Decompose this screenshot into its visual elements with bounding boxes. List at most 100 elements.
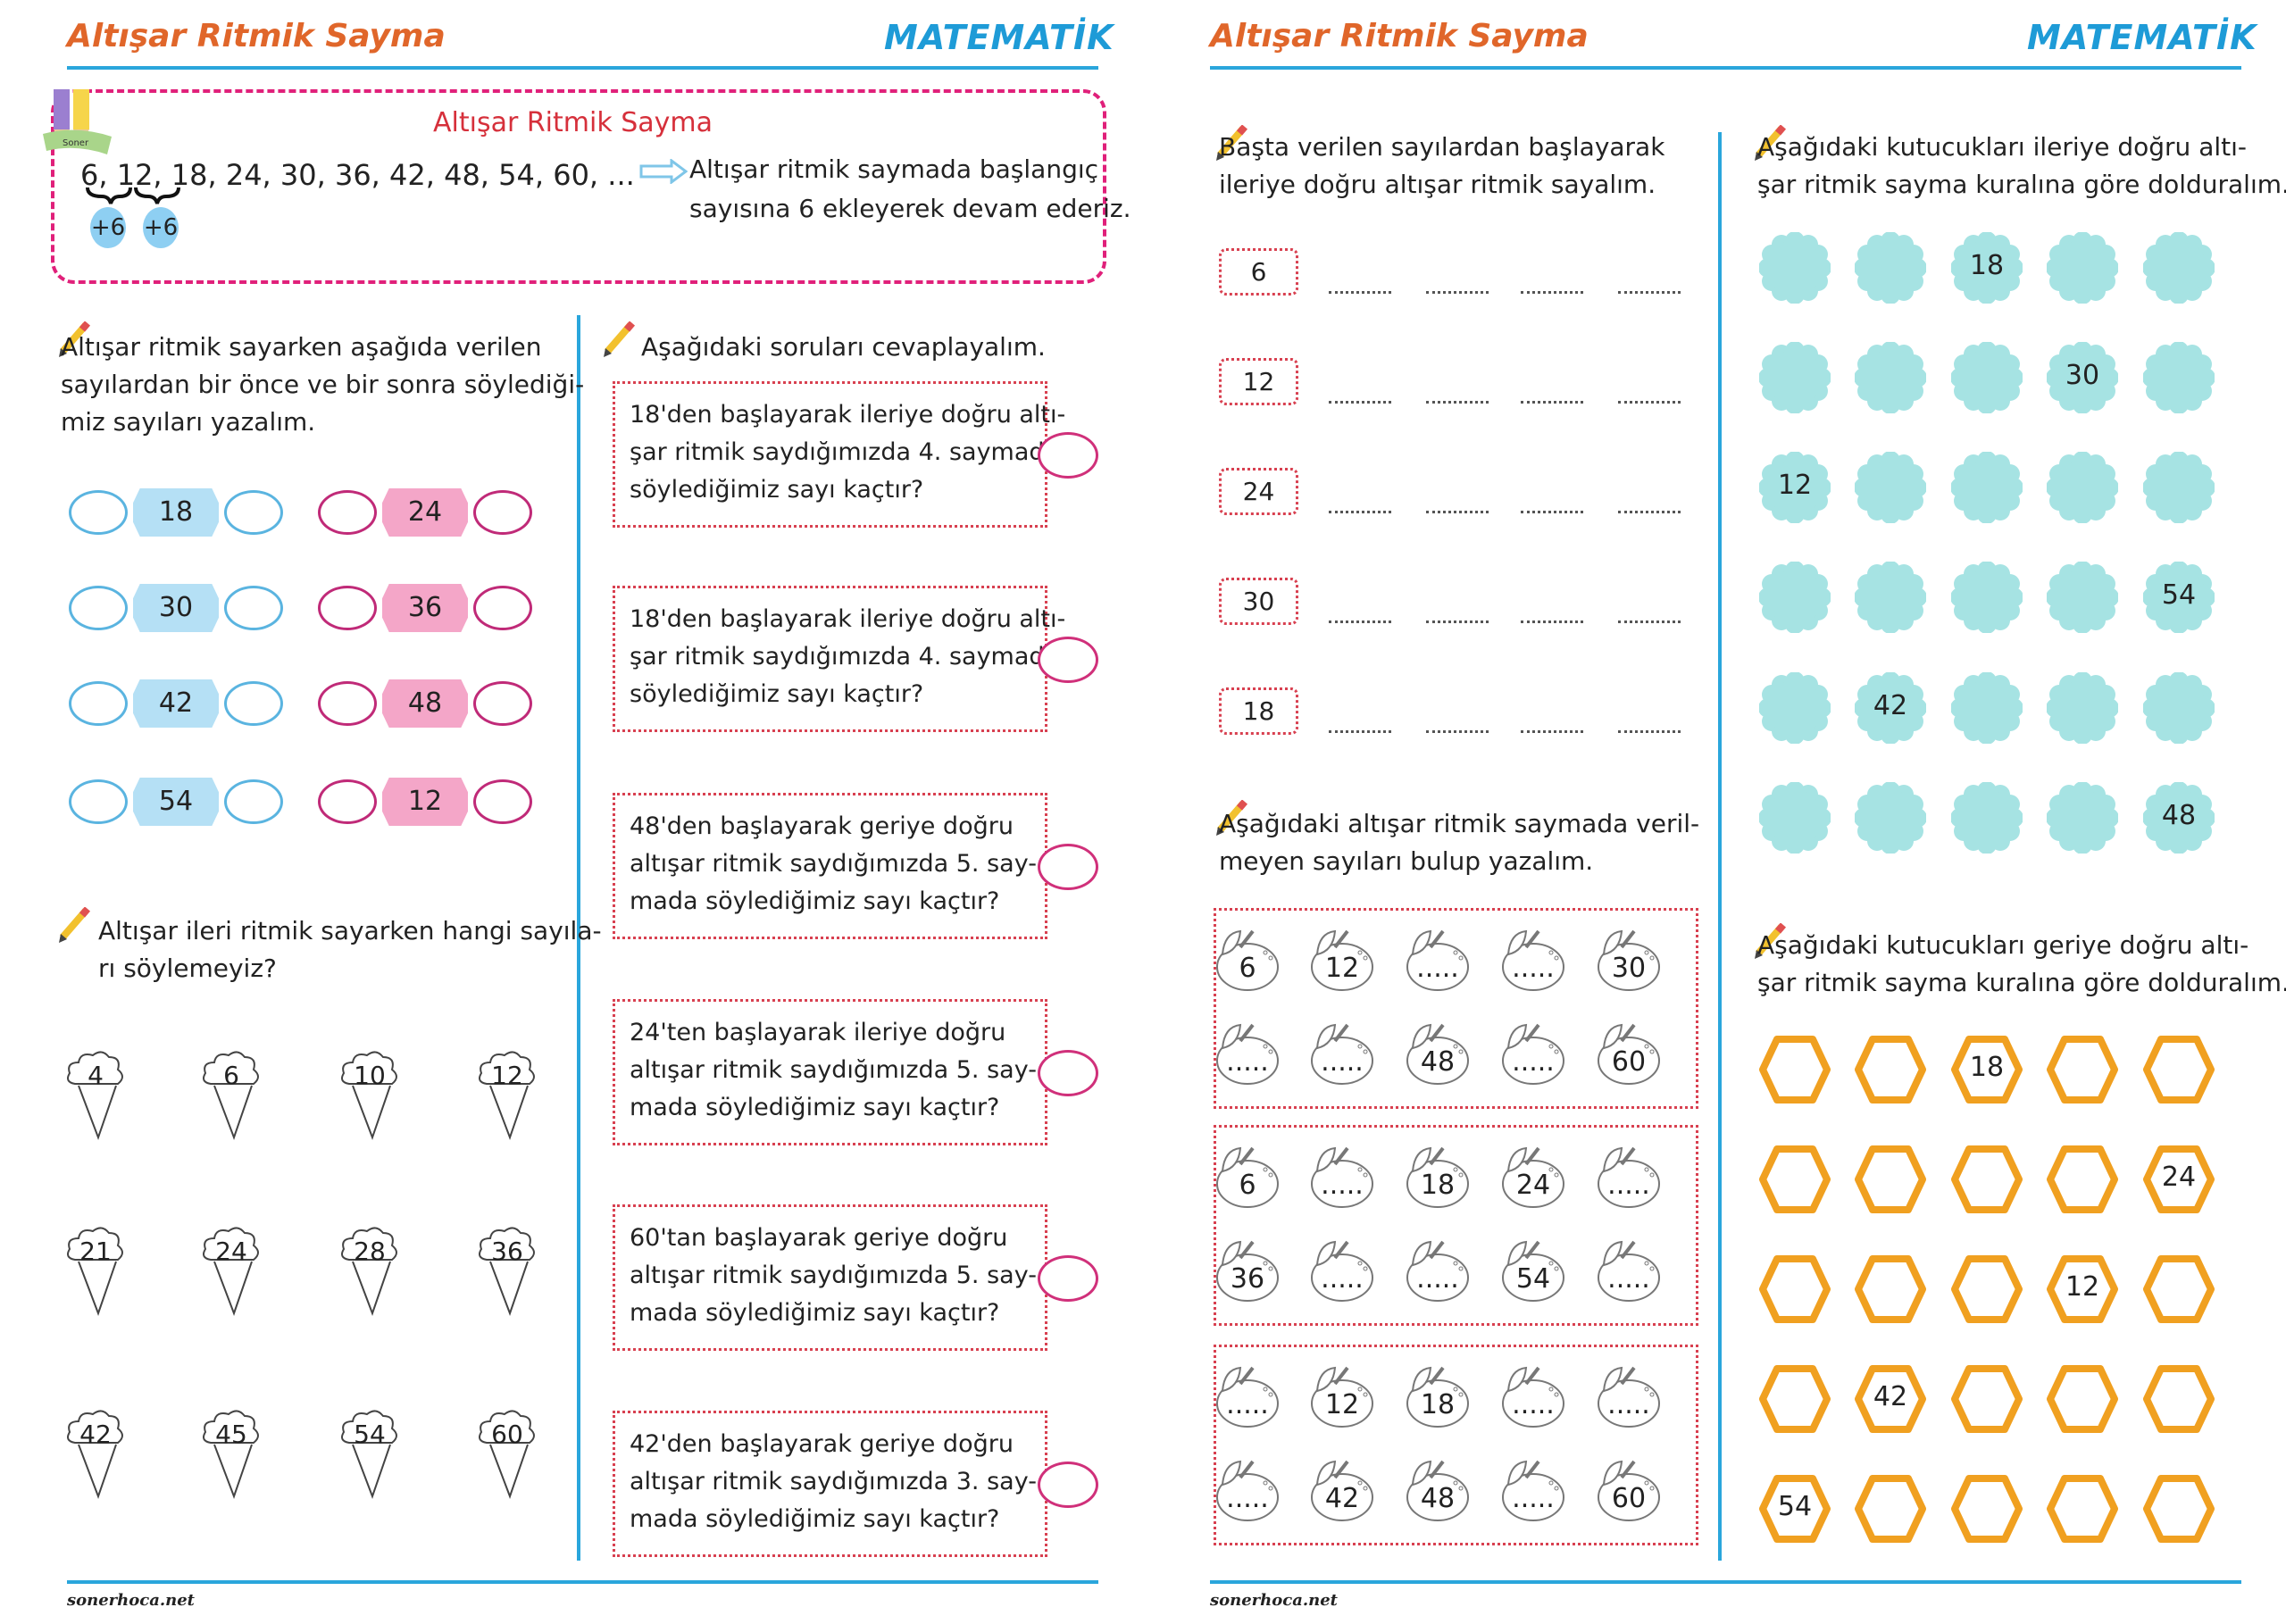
answer-oval[interactable]	[1038, 1462, 1098, 1508]
hexagon-box[interactable]	[1759, 1363, 1831, 1435]
answer-blank[interactable]	[1521, 291, 1583, 294]
blob-box[interactable]	[1951, 782, 2023, 854]
hexagon-box[interactable]	[2143, 1473, 2215, 1545]
hexagon-box[interactable]	[1759, 1144, 1831, 1215]
blob-box[interactable]	[2047, 452, 2118, 523]
blob-box[interactable]: 48	[2143, 782, 2215, 854]
hexagon-box[interactable]	[2047, 1034, 2118, 1105]
answer-oval-after[interactable]	[224, 681, 283, 726]
answer-blank[interactable]	[1329, 401, 1391, 404]
hexagon-box[interactable]: 12	[2047, 1253, 2118, 1325]
answer-oval-after[interactable]	[473, 681, 532, 726]
hexagon-box[interactable]	[2143, 1253, 2215, 1325]
question-line: altışar ritmik saydığımızda 5. say-	[630, 850, 1037, 878]
answer-oval-before[interactable]	[318, 779, 377, 824]
blob-box[interactable]	[2143, 342, 2215, 413]
hexagon-shape-icon	[1855, 1144, 1926, 1215]
hexagon-box[interactable]	[1951, 1473, 2023, 1545]
answer-oval-before[interactable]	[69, 779, 128, 824]
answer-blank[interactable]	[1618, 511, 1681, 513]
hexagon-box[interactable]	[1759, 1034, 1831, 1105]
answer-oval-after[interactable]	[224, 490, 283, 535]
answer-oval-before[interactable]	[69, 681, 128, 726]
blob-box[interactable]: 42	[1855, 672, 1926, 744]
answer-blank[interactable]	[1426, 291, 1489, 294]
answer-blank[interactable]	[1426, 511, 1489, 513]
hexagon-box[interactable]	[1951, 1144, 2023, 1215]
answer-oval[interactable]	[1038, 844, 1098, 890]
blob-box[interactable]	[2047, 562, 2118, 633]
blob-box[interactable]	[1855, 562, 1926, 633]
answer-blank[interactable]	[1521, 401, 1583, 404]
hexagon-box[interactable]: 18	[1951, 1034, 2023, 1105]
answer-oval-after[interactable]	[473, 490, 532, 535]
blob-box[interactable]	[2047, 782, 2118, 854]
hexagon-box[interactable]	[1855, 1473, 1926, 1545]
blob-box[interactable]	[2143, 232, 2215, 304]
blob-box[interactable]	[1855, 342, 1926, 413]
hexagon-box[interactable]	[2047, 1363, 2118, 1435]
answer-blank[interactable]	[1521, 730, 1583, 733]
answer-oval-before[interactable]	[318, 586, 377, 630]
blob-box[interactable]	[1951, 672, 2023, 744]
answer-oval-before[interactable]	[318, 490, 377, 535]
blob-box[interactable]: 12	[1759, 452, 1831, 523]
answer-blank[interactable]	[1329, 511, 1391, 513]
answer-oval[interactable]	[1038, 1255, 1098, 1302]
blob-box[interactable]: 30	[2047, 342, 2118, 413]
hexagon-box[interactable]: 42	[1855, 1363, 1926, 1435]
blob-box[interactable]	[2047, 232, 2118, 304]
blob-box[interactable]	[1759, 672, 1831, 744]
answer-blank[interactable]	[1426, 730, 1489, 733]
hexagon-box[interactable]	[2047, 1473, 2118, 1545]
hexagon-box[interactable]	[1759, 1253, 1831, 1325]
blob-box[interactable]	[2143, 452, 2215, 523]
answer-blank[interactable]	[1618, 401, 1681, 404]
blob-box[interactable]	[1855, 232, 1926, 304]
blob-box[interactable]	[1759, 782, 1831, 854]
answer-oval-after[interactable]	[224, 586, 283, 630]
blob-box[interactable]	[1759, 342, 1831, 413]
answer-blank[interactable]	[1426, 401, 1489, 404]
answer-oval-after[interactable]	[473, 779, 532, 824]
answer-oval-before[interactable]	[69, 586, 128, 630]
blob-box[interactable]	[1951, 452, 2023, 523]
blob-box[interactable]	[1951, 562, 2023, 633]
hexagon-box[interactable]: 54	[1759, 1473, 1831, 1545]
answer-oval-after[interactable]	[224, 779, 283, 824]
answer-blank[interactable]	[1329, 730, 1391, 733]
answer-blank[interactable]	[1618, 620, 1681, 623]
hexagon-box[interactable]	[1855, 1034, 1926, 1105]
answer-blank[interactable]	[1426, 620, 1489, 623]
answer-oval-after[interactable]	[473, 586, 532, 630]
blob-box[interactable]	[1951, 342, 2023, 413]
blob-box[interactable]	[1759, 562, 1831, 633]
blob-box[interactable]	[1855, 782, 1926, 854]
answer-oval[interactable]	[1038, 432, 1098, 479]
blob-box[interactable]: 18	[1951, 232, 2023, 304]
hexagon-box[interactable]	[2143, 1363, 2215, 1435]
blob-box[interactable]	[2143, 672, 2215, 744]
answer-blank[interactable]	[1618, 291, 1681, 294]
answer-oval[interactable]	[1038, 1050, 1098, 1096]
answer-blank[interactable]	[1329, 620, 1391, 623]
answer-blank[interactable]	[1521, 511, 1583, 513]
hexagon-box[interactable]	[1951, 1253, 2023, 1325]
hexagon-box[interactable]: 24	[2143, 1144, 2215, 1215]
blob-box[interactable]	[1759, 232, 1831, 304]
answer-blank[interactable]	[1618, 730, 1681, 733]
hexagon-box[interactable]	[2143, 1034, 2215, 1105]
hexagon-box[interactable]	[1951, 1363, 2023, 1435]
answer-oval[interactable]	[1038, 637, 1098, 683]
blob-box[interactable]: 54	[2143, 562, 2215, 633]
answer-oval-before[interactable]	[69, 490, 128, 535]
answer-blank[interactable]	[1329, 291, 1391, 294]
blob-box[interactable]	[1855, 452, 1926, 523]
answer-oval-before[interactable]	[318, 681, 377, 726]
blob-box[interactable]	[2047, 672, 2118, 744]
hexagon-box[interactable]	[1855, 1253, 1926, 1325]
hexagon-box[interactable]	[2047, 1144, 2118, 1215]
text-line: miz sayıları yazalım.	[61, 407, 316, 437]
hexagon-box[interactable]	[1855, 1144, 1926, 1215]
answer-blank[interactable]	[1521, 620, 1583, 623]
